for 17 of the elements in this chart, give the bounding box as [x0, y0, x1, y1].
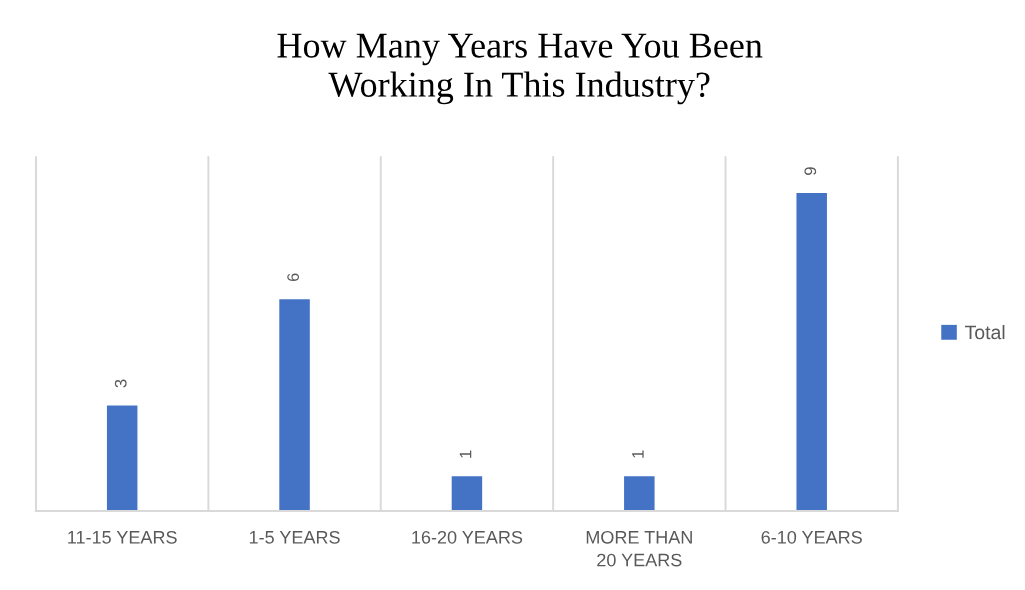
bar: [622, 474, 656, 511]
chart-title: How Many Years Have You Been Working In This Industry?: [277, 33, 763, 105]
data-label: 6: [287, 273, 300, 282]
data-label: 1: [632, 450, 644, 458]
x-tick-label: 16-20 YEARS: [412, 530, 523, 544]
x-tick-label: 1-5 YEARS: [249, 530, 340, 544]
data-label: 1: [459, 450, 472, 458]
bar: [105, 404, 139, 511]
x-tick-label: 11-15 YEARS: [68, 530, 177, 544]
x-tick-label: 6-10 YEARS: [761, 530, 862, 544]
data-label: 9: [804, 167, 817, 175]
bar: [277, 297, 312, 511]
bar: [450, 474, 484, 511]
x-tick-label: MORE THAN 20 YEARS: [586, 530, 692, 567]
legend-label: Total: [965, 324, 1005, 340]
data-label: 3: [114, 379, 127, 388]
bar: [795, 191, 829, 511]
